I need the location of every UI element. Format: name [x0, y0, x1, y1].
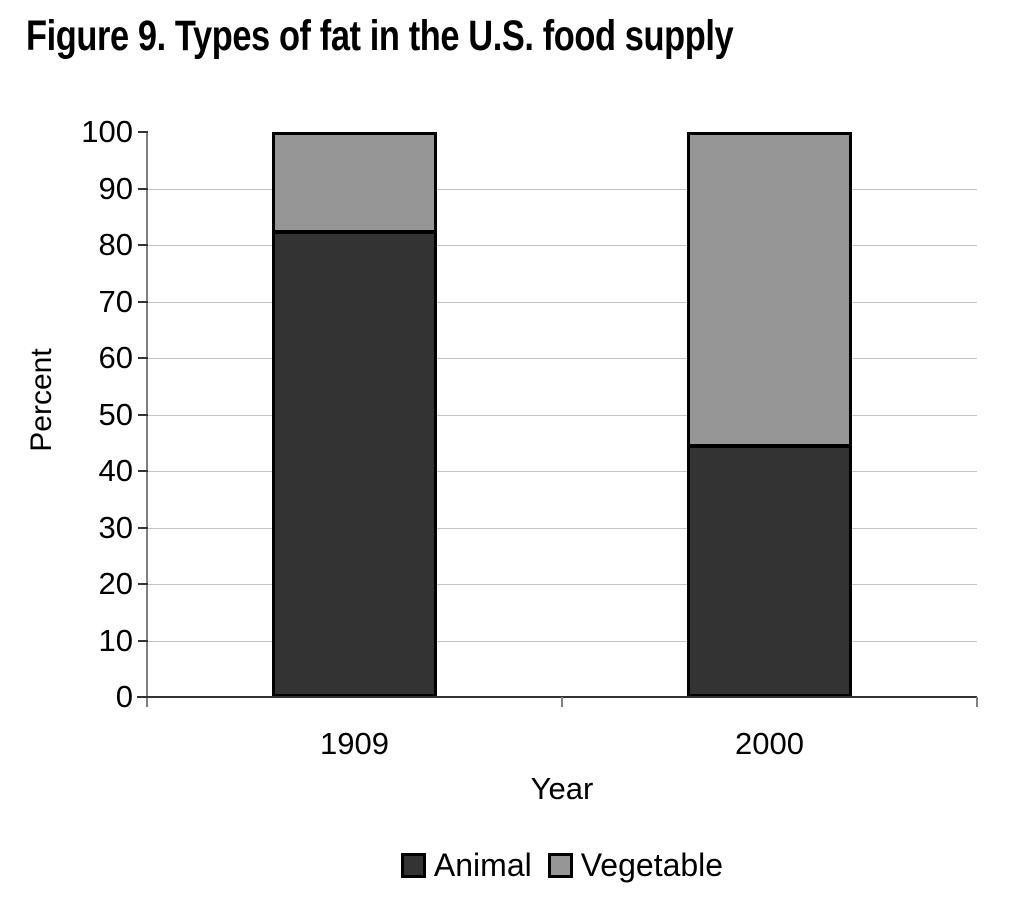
y-tick-label-100: 100: [81, 114, 133, 149]
y-tick-label-60: 60: [98, 340, 133, 375]
y-tick-70: [138, 300, 148, 303]
bar-segment-1909-vegetable: [272, 132, 437, 234]
y-tick-label-0: 0: [115, 679, 133, 714]
bar-1909: [272, 132, 437, 697]
gridline-10: [147, 640, 977, 642]
y-tick-60: [138, 357, 148, 359]
legend-label-vegetable: Vegetable: [580, 847, 724, 883]
legend-item-animal: Animal: [400, 847, 532, 883]
y-tick-label-30: 30: [98, 509, 133, 545]
category-label-1909: 1909: [320, 726, 389, 761]
x-axis-line: [137, 696, 977, 698]
y-tick-label-90: 90: [98, 170, 133, 206]
y-tick-label-50: 50: [98, 396, 133, 432]
bar-segment-2000-animal: [687, 448, 852, 697]
legend-swatch-vegetable-icon: [547, 852, 573, 878]
plot-area: [137, 131, 978, 707]
y-axis-line: [146, 132, 148, 707]
legend-label-animal: Animal: [433, 847, 532, 883]
y-tick-label-10: 10: [98, 622, 133, 658]
chart-title: Figure 9. Types of fat in the U.S. food …: [26, 12, 734, 60]
x-tick-2: [976, 697, 978, 707]
bar-2000: [687, 132, 852, 697]
gridline-60: [147, 358, 977, 359]
bar-segment-2000-vegetable: [687, 132, 852, 449]
legend-item-vegetable: Vegetable: [547, 847, 724, 883]
legend-swatch-animal-icon: [400, 852, 426, 878]
y-tick-100: [138, 131, 148, 133]
y-tick-80: [138, 244, 148, 246]
y-tick-40: [138, 470, 148, 472]
y-tick-label-70: 70: [98, 283, 133, 319]
x-axis-title: Year: [530, 771, 594, 806]
legend: Animal Vegetable: [147, 849, 977, 881]
gridline-20: [147, 584, 977, 585]
gridline-70: [147, 301, 977, 303]
y-tick-label-40: 40: [98, 453, 133, 488]
bar-segment-1909-animal: [272, 233, 437, 697]
category-label-2000: 2000: [735, 726, 804, 761]
gridline-80: [147, 245, 977, 246]
y-tick-10: [138, 639, 148, 642]
gridline-90: [147, 188, 977, 190]
y-tick-label-80: 80: [98, 227, 133, 262]
gridline-50: [147, 414, 977, 416]
y-tick-0: [138, 696, 148, 698]
x-tick-1: [561, 697, 563, 707]
y-tick-label-20: 20: [98, 566, 133, 601]
y-tick-20: [138, 583, 148, 585]
gridline-30: [147, 527, 977, 529]
y-tick-30: [138, 526, 148, 529]
y-tick-90: [138, 187, 148, 190]
y-tick-50: [138, 413, 148, 416]
gridline-40: [147, 471, 977, 472]
